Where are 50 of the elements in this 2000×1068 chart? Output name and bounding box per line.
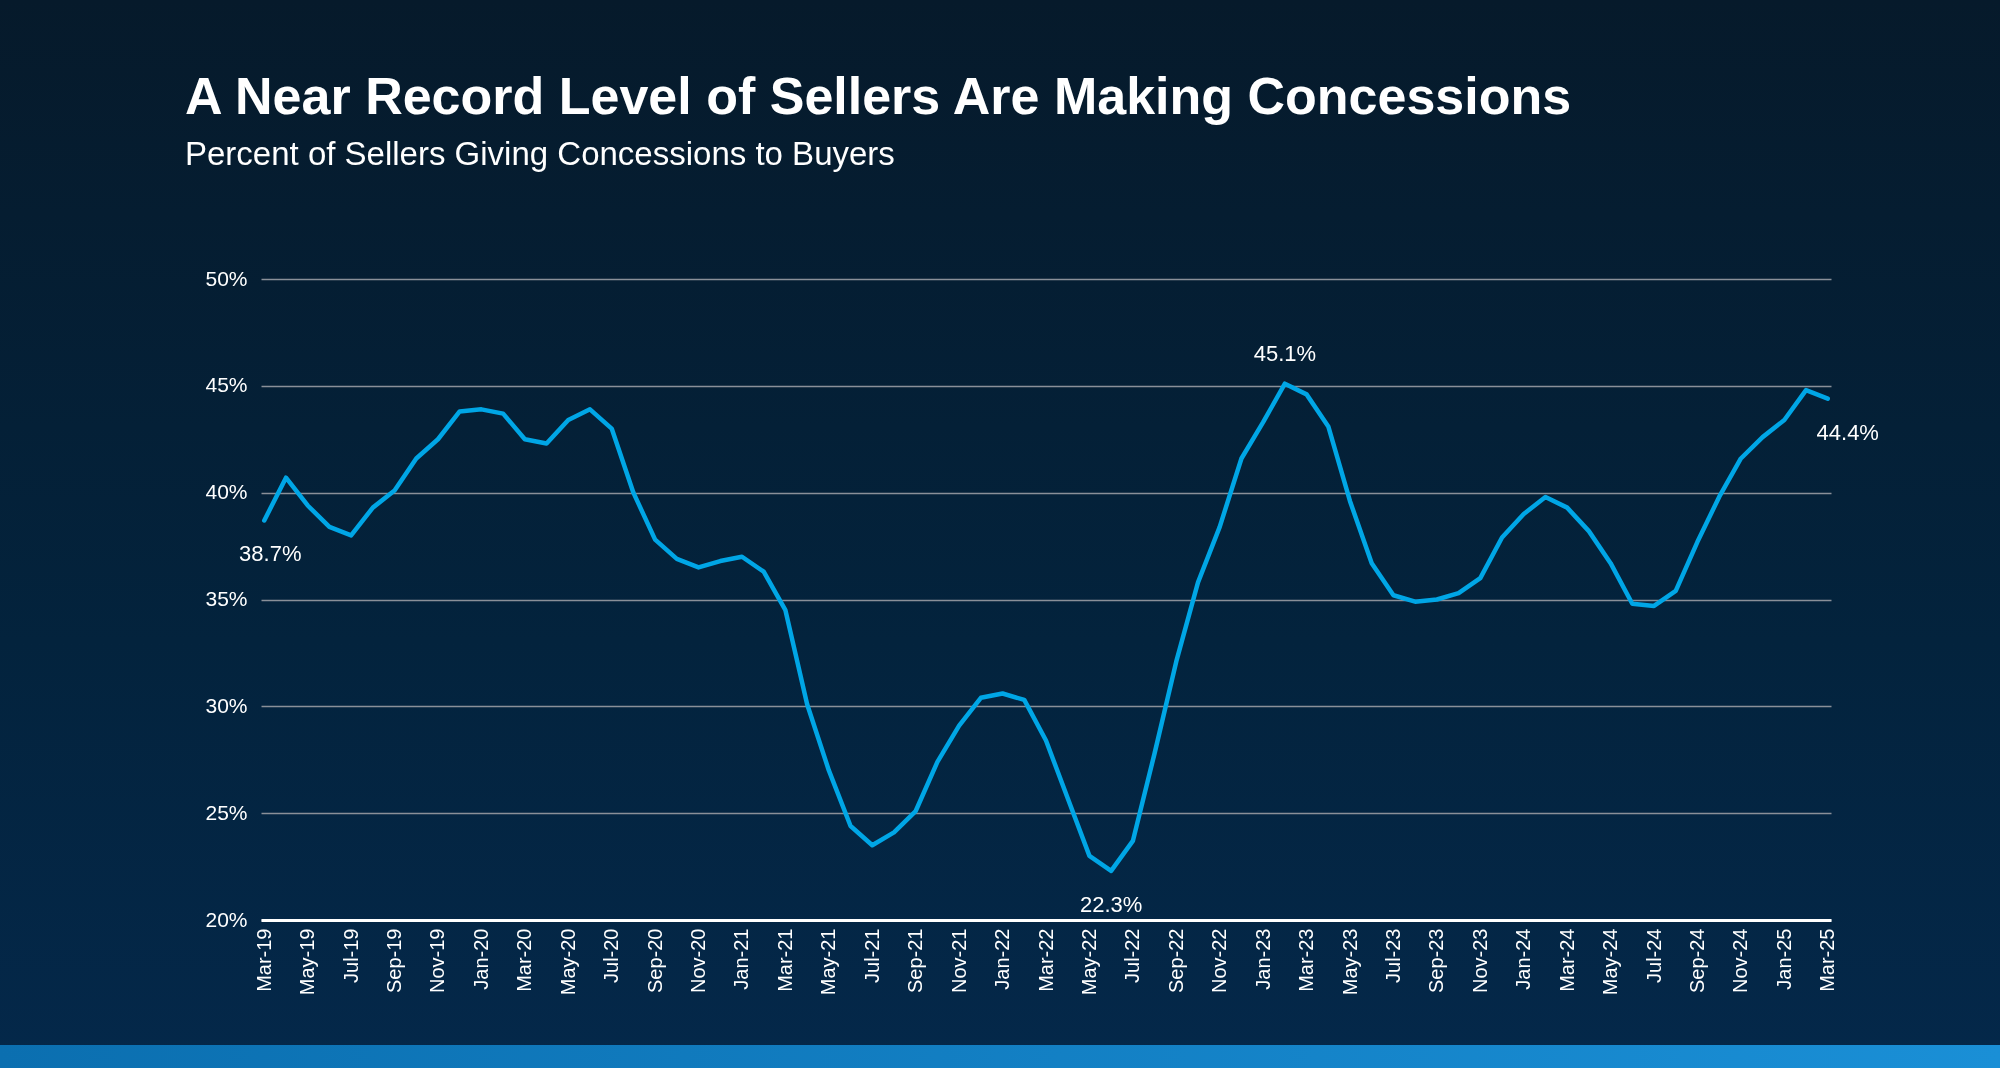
x-tick-label: Nov-22 xyxy=(1208,928,1231,993)
x-tick-label: Jan-21 xyxy=(730,928,753,990)
x-tick-label: Jan-22 xyxy=(991,928,1014,990)
x-tick-label: Jan-24 xyxy=(1512,928,1535,990)
x-tick-label: May-20 xyxy=(556,928,579,996)
x-tick-label: Mar-25 xyxy=(1816,928,1839,992)
x-tick-label: Mar-22 xyxy=(1034,928,1057,992)
x-tick-label: Jan-25 xyxy=(1772,928,1795,990)
x-tick-label: Sep-21 xyxy=(904,928,927,993)
x-tick-label: Sep-19 xyxy=(383,928,406,993)
x-tick-label: Jan-23 xyxy=(1251,928,1274,990)
x-tick-label: Mar-21 xyxy=(773,928,796,992)
y-tick-label: 35% xyxy=(205,587,248,610)
y-tick-label: 30% xyxy=(205,693,248,717)
x-tick-label: Jul-19 xyxy=(339,928,362,983)
x-tick-label: Jan-20 xyxy=(469,928,492,990)
y-tick-label: 45% xyxy=(205,373,248,397)
x-tick-label: May-24 xyxy=(1599,928,1622,996)
x-tick-label: Sep-20 xyxy=(643,928,666,993)
chart-title: A Near Record Level of Sellers Are Making Concessions xyxy=(185,67,1572,125)
x-tick-label: May-22 xyxy=(1077,928,1100,996)
x-tick-label: May-23 xyxy=(1338,928,1361,996)
x-tick-label: Jul-24 xyxy=(1642,928,1665,983)
x-tick-label: Nov-21 xyxy=(947,928,970,993)
x-tick-label: Sep-24 xyxy=(1685,928,1708,993)
chart-subtitle: Percent of Sellers Giving Concessions to Buyers xyxy=(185,135,895,172)
x-tick-label: Sep-22 xyxy=(1164,928,1187,993)
y-tick-label: 40% xyxy=(205,480,248,504)
x-tick-label: May-19 xyxy=(296,928,319,996)
x-tick-label: May-21 xyxy=(817,928,840,996)
x-tick-label: Nov-19 xyxy=(426,928,449,993)
x-tick-label: Mar-20 xyxy=(513,928,536,992)
x-tick-label: Jul-21 xyxy=(860,928,883,983)
data-label: 38.7% xyxy=(239,541,302,567)
x-tick-label: Nov-20 xyxy=(687,928,710,993)
y-tick-label: 25% xyxy=(205,800,248,824)
x-tick-label: Mar-19 xyxy=(252,928,275,992)
y-tick-label: 50% xyxy=(205,266,248,290)
x-tick-label: Sep-23 xyxy=(1425,928,1448,993)
x-tick-label: Nov-24 xyxy=(1729,928,1752,993)
data-label: 44.4% xyxy=(1816,419,1879,445)
data-label: 45.1% xyxy=(1253,340,1317,366)
x-tick-label: Jul-20 xyxy=(600,928,623,983)
x-tick-label: Jul-23 xyxy=(1381,928,1404,983)
y-tick-label: 20% xyxy=(205,907,248,931)
data-label: 22.3% xyxy=(1079,891,1143,917)
x-tick-label: Mar-23 xyxy=(1295,928,1318,992)
x-tick-label: Jul-22 xyxy=(1121,928,1144,983)
x-tick-label: Nov-23 xyxy=(1468,928,1491,993)
x-tick-label: Mar-24 xyxy=(1555,928,1578,992)
